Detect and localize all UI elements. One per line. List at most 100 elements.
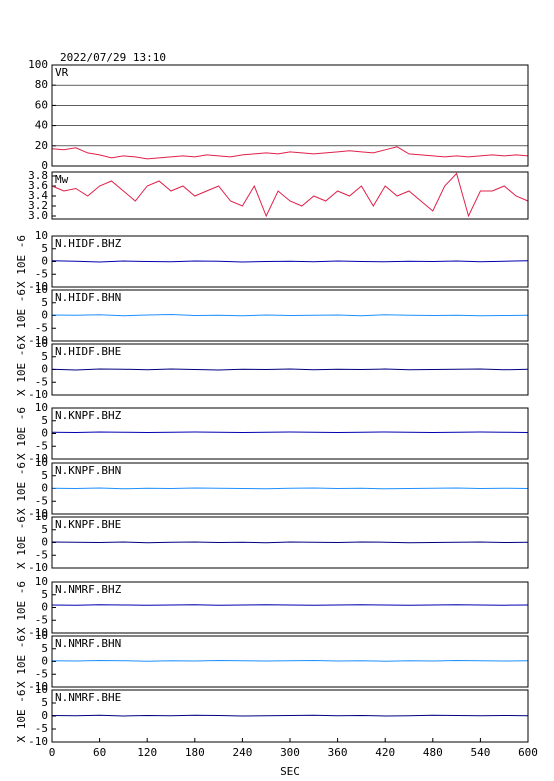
y-tick-label: 10 — [35, 510, 48, 523]
y-axis-label: X 10E -6 — [15, 343, 28, 396]
x-tick-label: 360 — [328, 746, 348, 759]
x-tick-label: 480 — [423, 746, 443, 759]
series-line — [51, 172, 529, 218]
y-tick-label: 5 — [41, 296, 48, 309]
y-tick-label: 3.8 — [28, 169, 48, 182]
y-tick-label: -5 — [35, 439, 48, 452]
panel-label: N.NMRF.BHZ — [55, 583, 122, 596]
x-tick-label: 540 — [470, 746, 490, 759]
y-tick-label: 0 — [41, 159, 48, 172]
panel-label: N.HIDF.BHZ — [55, 237, 122, 250]
y-axis-label: X 10E -6 — [15, 235, 28, 288]
y-tick-label: 100 — [28, 58, 48, 71]
y-tick-label: 0 — [41, 655, 48, 668]
series-line — [51, 146, 529, 160]
series-line — [51, 487, 529, 490]
y-tick-label: -10 — [28, 452, 48, 465]
y-axis-label: X 10E -6 — [15, 407, 28, 460]
y-tick-label: -10 — [28, 334, 48, 347]
panel-label: N.NMRF.BHE — [55, 691, 121, 704]
y-tick-label: 5 — [41, 523, 48, 536]
y-tick-label: 60 — [35, 98, 48, 111]
y-tick-label: 5 — [41, 350, 48, 363]
y-tick-label: 10 — [35, 683, 48, 696]
x-tick-label: 600 — [518, 746, 538, 759]
y-tick-label: 0 — [41, 709, 48, 722]
y-axis-label: X 10E -6 — [15, 581, 28, 634]
y-tick-label: 5 — [41, 469, 48, 482]
x-tick-label: 420 — [375, 746, 395, 759]
panel-frame — [51, 407, 529, 460]
y-tick-label: 0 — [41, 427, 48, 440]
y-tick-label: -5 — [35, 613, 48, 626]
panel-label: N.NMRF.BHN — [55, 637, 121, 650]
y-tick-label: 10 — [35, 401, 48, 414]
y-tick-label: 3.2 — [28, 199, 48, 212]
y-tick-label: 5 — [41, 696, 48, 709]
y-tick-label: 5 — [41, 588, 48, 601]
y-tick-label: -10 — [28, 388, 48, 401]
y-tick-label: -10 — [28, 735, 48, 748]
y-tick-label: 5 — [41, 642, 48, 655]
series-line — [51, 659, 529, 662]
y-tick-label: -5 — [35, 667, 48, 680]
series-line — [51, 313, 529, 317]
panel-frame — [51, 235, 529, 288]
panel-frame — [51, 462, 529, 515]
panel-frame — [51, 171, 529, 220]
y-tick-label: -5 — [35, 722, 48, 735]
y-tick-label: 0 — [41, 363, 48, 376]
y-tick-label: 3.4 — [28, 189, 48, 202]
series-line — [51, 541, 529, 544]
panel-label: N.HIDF.BHE — [55, 345, 121, 358]
y-tick-label: -10 — [28, 561, 48, 574]
panel-frame — [51, 635, 529, 688]
y-axis-label: X 10E -6 — [15, 462, 28, 515]
y-tick-label: 80 — [35, 78, 48, 91]
series-line — [51, 368, 529, 371]
y-tick-label: 10 — [35, 283, 48, 296]
y-tick-label: 0 — [41, 601, 48, 614]
panel-label: VR — [55, 66, 69, 79]
panel-label: N.KNPF.BHE — [55, 518, 121, 531]
x-tick-label: 120 — [137, 746, 157, 759]
y-tick-label: -10 — [28, 507, 48, 520]
panel-label: Mw — [55, 173, 69, 186]
y-axis-label: X 10E -6 — [15, 635, 28, 688]
y-tick-label: -5 — [35, 548, 48, 561]
panel-frame — [51, 289, 529, 342]
y-tick-label: 0 — [41, 255, 48, 268]
y-tick-label: 5 — [41, 242, 48, 255]
y-tick-label: -5 — [35, 494, 48, 507]
panel-frame — [51, 516, 529, 569]
x-tick-label: 60 — [93, 746, 106, 759]
y-tick-label: 3.0 — [28, 209, 48, 222]
y-tick-label: 10 — [35, 629, 48, 642]
panel-label: N.KNPF.BHZ — [55, 409, 122, 422]
x-tick-label: 240 — [232, 746, 252, 759]
y-tick-label: -10 — [28, 680, 48, 693]
chart-title: 2022/07/29 13:10 — [60, 51, 166, 64]
y-axis-label: X 10E -6 — [15, 289, 28, 342]
panel-frame — [51, 343, 529, 396]
series-line — [51, 604, 529, 606]
y-tick-label: 5 — [41, 414, 48, 427]
series-line — [51, 260, 529, 263]
y-tick-label: 10 — [35, 575, 48, 588]
y-axis-label: X 10E -6 — [15, 690, 28, 743]
y-tick-label: -10 — [28, 626, 48, 639]
y-tick-label: -5 — [35, 321, 48, 334]
y-tick-label: 10 — [35, 456, 48, 469]
y-tick-label: 0 — [41, 482, 48, 495]
series-line — [51, 714, 529, 717]
panel-frame — [51, 64, 529, 167]
y-tick-label: 40 — [35, 119, 48, 132]
y-axis-label: X 10E -6 — [15, 516, 28, 569]
x-tick-label: 300 — [280, 746, 300, 759]
y-tick-label: 3.6 — [28, 179, 48, 192]
y-tick-label: 10 — [35, 229, 48, 242]
panel-label: N.HIDF.BHN — [55, 291, 121, 304]
x-tick-label: 0 — [49, 746, 56, 759]
x-axis-label: SEC — [280, 765, 300, 778]
